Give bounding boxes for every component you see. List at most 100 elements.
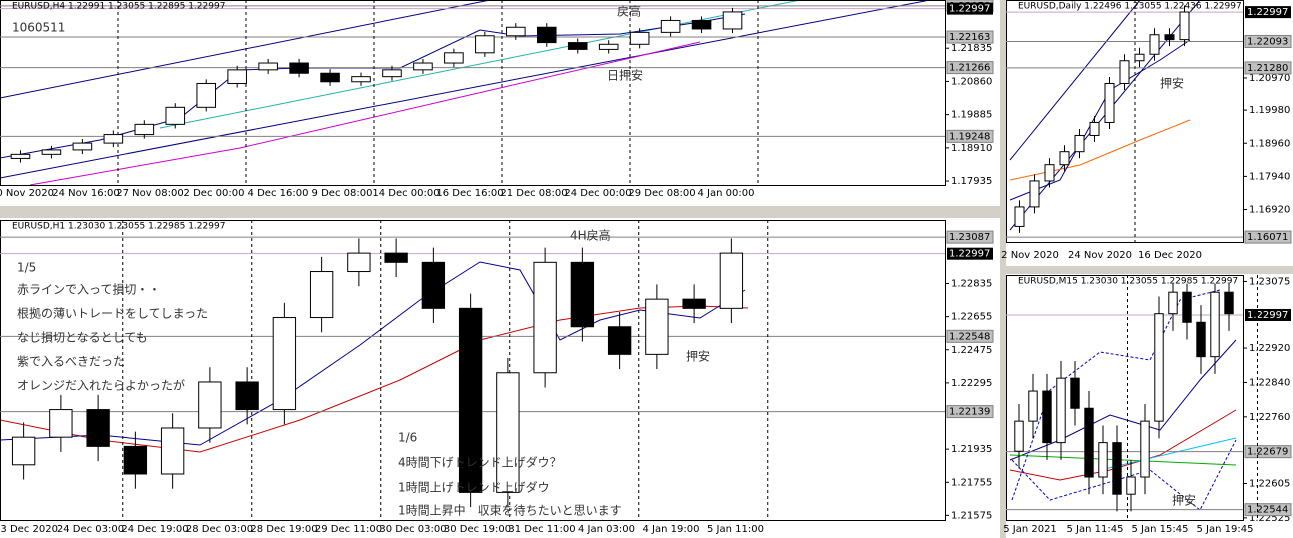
candle-body [258, 62, 278, 71]
candle-body [227, 69, 247, 84]
splitter [0, 206, 1000, 218]
annotation: 押安 [1172, 493, 1196, 508]
candle-body [235, 381, 259, 411]
annotation: 1時間上昇中 収束を待ちたいと思います [398, 503, 622, 518]
annotation: 4時間下げトレンド上げダウ？ [398, 455, 562, 470]
annotation: 戻高 [617, 4, 641, 19]
price-label: 1.22997 [949, 249, 990, 260]
annotation: 1060511 [12, 21, 65, 35]
candle-body [1056, 377, 1066, 444]
chart-frame [1006, 0, 1244, 243]
candle-body [1028, 390, 1038, 422]
moving-average [1009, 339, 1237, 461]
level-box [1244, 34, 1292, 48]
level-box [1244, 445, 1292, 459]
annotation: 1/6 [398, 431, 417, 445]
candle-body [444, 52, 464, 64]
price-box [1245, 6, 1291, 19]
candle-body [629, 31, 650, 45]
annotation: オレンジだ入れたらよかったが [17, 378, 185, 393]
level-label: 1.22679 [1247, 447, 1288, 458]
y-tick-label: 1.23075 [1249, 276, 1290, 287]
moving-average [1009, 409, 1237, 481]
annotation: 1/5 [17, 261, 36, 275]
level-label: 1.21280 [1247, 63, 1288, 74]
candle-body [567, 42, 588, 50]
candle-body [1084, 407, 1094, 478]
chart-frame [0, 0, 946, 186]
price-box [1245, 308, 1291, 321]
price-box [947, 2, 993, 15]
level-label: 1.22139 [949, 407, 990, 418]
y-tick-label: 1.22525 [1249, 513, 1290, 524]
level-label: 1.22093 [1247, 36, 1288, 47]
y-tick-label: 1.22835 [951, 278, 992, 289]
candle-body [320, 72, 340, 83]
candle-body [289, 62, 309, 74]
annotation: なじ損切となるとしても [17, 330, 148, 345]
y-tick-label: 1.22760 [1249, 412, 1290, 423]
annotation: 押安 [1160, 76, 1184, 91]
level-box [946, 329, 994, 343]
y-tick-label: 1.22655 [951, 312, 992, 323]
candle-body [660, 19, 681, 33]
candle-body [1134, 53, 1145, 62]
moving-average [0, 305, 749, 453]
splitter [1000, 266, 1293, 274]
candle-body [536, 26, 557, 44]
candle-body [719, 252, 744, 309]
candle-body [196, 82, 217, 108]
candle-body [533, 261, 557, 374]
x-tick-label: 14 Dec 00:00 [372, 188, 439, 199]
level-label: 1.22544 [1247, 505, 1288, 516]
candle-body [103, 134, 124, 144]
chart-title: EURUSD,H1 1.23030 1.23055 1.22985 1.2299… [12, 222, 225, 232]
candle-body [351, 76, 371, 83]
level-box [1244, 61, 1292, 75]
x-tick-label: 4 Jan 19:00 [643, 524, 700, 535]
candle-body [41, 149, 62, 155]
candle-body [1196, 321, 1206, 358]
candle-body [506, 26, 526, 37]
x-tick-label: 9 Dec 08:00 [312, 188, 373, 199]
level-label: 1.16071 [1247, 232, 1288, 243]
level-label: 1.19248 [949, 131, 990, 142]
candle-body [496, 372, 520, 493]
candle-body [309, 271, 334, 319]
x-tick-label: 4 Jan 00:00 [698, 188, 755, 199]
y-tick-label: 1.21935 [951, 444, 992, 455]
candle-body [421, 261, 446, 309]
level-box [946, 129, 994, 143]
candle-body [123, 445, 148, 475]
x-tick-label: 5 Jan 19:45 [1197, 524, 1254, 535]
y-tick-label: 1.19980 [1249, 105, 1290, 116]
candle-body [1014, 420, 1024, 452]
candle-body [1119, 60, 1130, 84]
x-tick-label: 24 Nov 16:00 [52, 188, 119, 199]
x-tick-label: 24 Nov 2020 [1068, 250, 1132, 261]
channel [0, 0, 491, 99]
price-label: 1.22997 [949, 4, 990, 15]
level-box [946, 30, 994, 44]
x-tick-label: 5 Jan 11:45 [1067, 524, 1124, 535]
candle-body [1112, 442, 1122, 495]
y-tick-label: 1.17940 [1249, 171, 1290, 182]
chart-title: EURUSD,Daily 1.22496 1.23055 1.22436 1.2… [1018, 2, 1242, 12]
x-tick-label: 30 Dec 19:00 [444, 524, 511, 535]
x-tick-label: 24 Dec 00:00 [564, 188, 631, 199]
x-tick-label: 31 Dec 11:00 [508, 524, 575, 535]
y-tick-label: 1.16920 [1249, 205, 1290, 216]
y-tick-label: 1.22295 [951, 378, 992, 389]
moving-average [0, 261, 746, 446]
annotation: 根拠の薄いトレードをしてしまった [17, 306, 208, 321]
x-tick-label: 5 Jan 2021 [1003, 524, 1057, 535]
candle-body [682, 298, 706, 309]
candle-body [607, 326, 632, 355]
envelope [1011, 439, 1237, 511]
x-tick-label: 27 Nov 08:00 [116, 188, 183, 199]
price-box [947, 247, 993, 260]
y-tick-label: 1.21755 [951, 477, 992, 488]
candle-body [272, 317, 297, 411]
trend-line [1099, 437, 1237, 471]
